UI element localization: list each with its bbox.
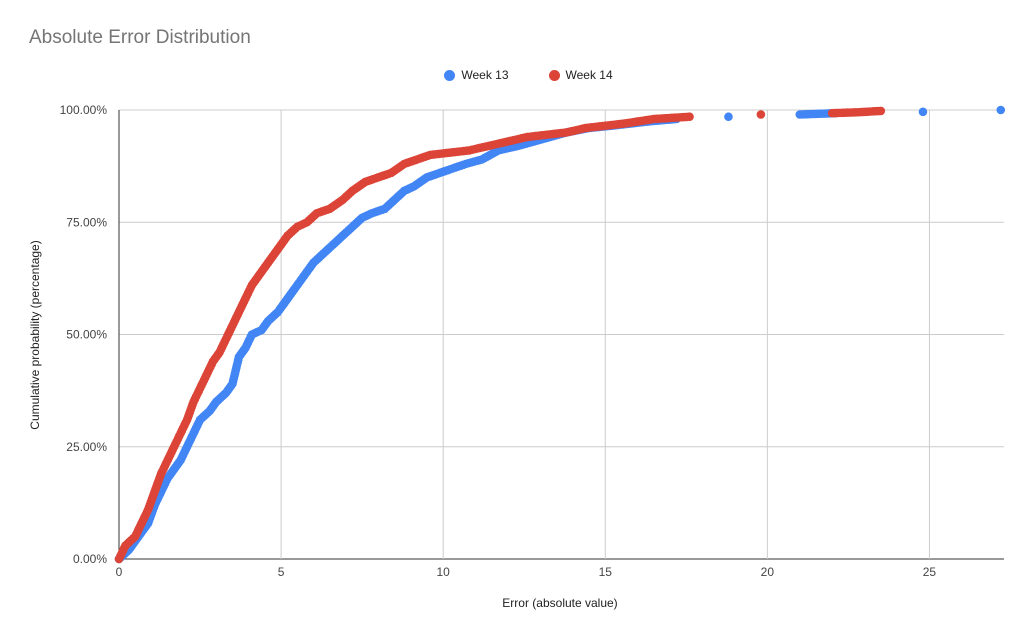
x-tick-label: 25: [923, 565, 937, 579]
legend-dot-week-13: [444, 69, 456, 81]
data-point-week-13: [996, 105, 1006, 115]
y-tick-label: 0.00%: [73, 552, 107, 566]
y-tick-label: 50.00%: [66, 328, 107, 342]
y-tick-label: 75.00%: [66, 215, 107, 229]
y-tick-label: 25.00%: [66, 440, 107, 454]
legend-item-week-13[interactable]: Week 13: [444, 68, 509, 82]
chart-title: Absolute Error Distribution: [29, 27, 251, 48]
data-point-week-14: [685, 112, 694, 122]
data-point-week-14: [876, 106, 886, 116]
data-point-week-14: [756, 110, 766, 119]
y-tick-label: 100.00%: [60, 103, 108, 117]
data-point-week-13: [918, 107, 928, 117]
legend-label-week-14: Week 14: [565, 68, 613, 82]
legend-dot-week-14: [548, 69, 560, 81]
x-tick-label: 20: [761, 565, 775, 579]
x-tick-label: 15: [599, 565, 613, 579]
legend-item-week-14[interactable]: Week 14: [548, 68, 613, 82]
x-tick-label: 0: [116, 565, 123, 579]
x-axis-label: Error (absolute value): [502, 596, 618, 610]
x-tick-label: 5: [278, 565, 285, 579]
legend: Week 13 Week 14: [0, 68, 1033, 82]
data-point-week-13: [724, 112, 733, 122]
legend-label-week-13: Week 13: [461, 68, 509, 82]
y-axis-label: Cumulative probability (percentage): [28, 240, 42, 430]
x-tick-label: 10: [436, 565, 450, 579]
